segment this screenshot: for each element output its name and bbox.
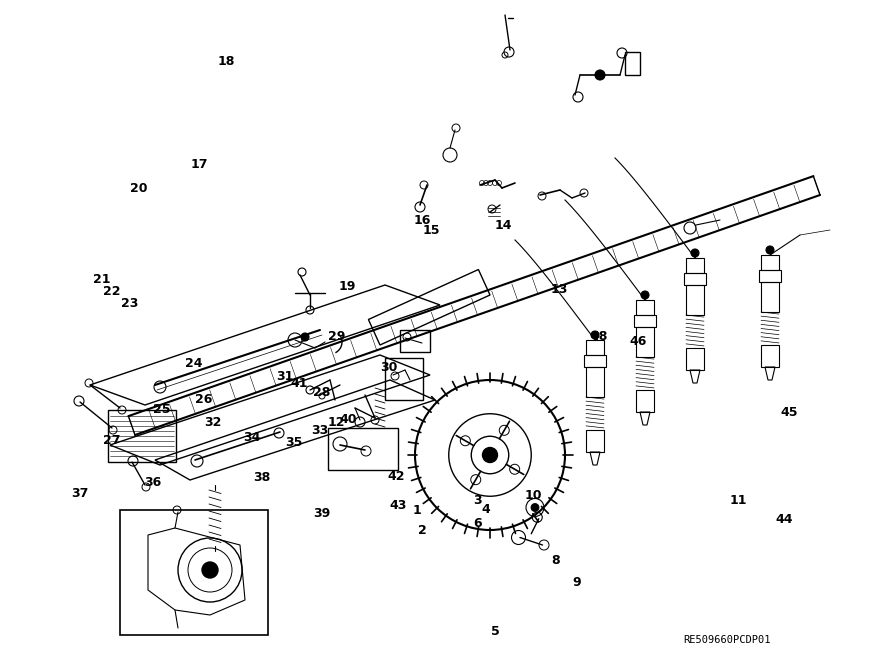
Circle shape <box>301 333 309 341</box>
Text: 42: 42 <box>387 469 405 483</box>
Text: 15: 15 <box>422 224 440 237</box>
Text: 13: 13 <box>550 283 568 296</box>
Bar <box>761 282 779 312</box>
Text: 26: 26 <box>194 393 212 406</box>
Text: 20: 20 <box>130 182 147 196</box>
Text: 23: 23 <box>121 297 138 310</box>
Bar <box>636 390 654 412</box>
Bar <box>586 367 604 397</box>
Circle shape <box>591 331 599 339</box>
Text: 24: 24 <box>185 357 202 370</box>
Bar <box>684 273 706 285</box>
Bar <box>586 430 604 452</box>
Text: 39: 39 <box>313 507 330 520</box>
Text: 25: 25 <box>153 403 171 416</box>
Bar <box>759 270 781 282</box>
Bar <box>636 327 654 357</box>
Bar <box>761 255 779 270</box>
Text: 18: 18 <box>217 55 235 68</box>
Text: 5: 5 <box>491 625 499 638</box>
Text: 27: 27 <box>103 434 121 448</box>
Circle shape <box>202 562 218 578</box>
Text: 16: 16 <box>413 213 431 227</box>
Text: 32: 32 <box>204 416 222 430</box>
Text: 11: 11 <box>730 494 747 507</box>
Text: 10: 10 <box>525 489 542 503</box>
Bar <box>636 300 654 315</box>
Text: 33: 33 <box>311 424 328 438</box>
Circle shape <box>531 503 539 511</box>
Circle shape <box>766 246 774 254</box>
Circle shape <box>691 249 699 257</box>
Bar <box>761 345 779 367</box>
Text: 31: 31 <box>276 370 293 383</box>
Bar <box>328 428 398 470</box>
Bar <box>108 410 176 462</box>
Text: 43: 43 <box>390 499 407 512</box>
Text: 48: 48 <box>590 330 608 343</box>
Text: 4: 4 <box>482 503 491 516</box>
Text: 6: 6 <box>473 517 482 530</box>
Text: 12: 12 <box>328 416 345 430</box>
Text: 46: 46 <box>629 335 646 348</box>
Bar <box>120 510 268 635</box>
Text: 40: 40 <box>340 412 357 426</box>
Text: 14: 14 <box>494 219 512 232</box>
Text: 17: 17 <box>191 158 208 171</box>
Text: 28: 28 <box>313 386 330 399</box>
Bar <box>584 355 606 367</box>
Bar <box>400 330 430 352</box>
Text: 34: 34 <box>244 431 261 444</box>
Text: 29: 29 <box>328 330 345 343</box>
Text: 22: 22 <box>103 285 121 298</box>
Text: 2: 2 <box>418 524 427 537</box>
Bar <box>385 358 423 400</box>
Text: 44: 44 <box>775 512 793 526</box>
Text: 41: 41 <box>291 377 308 390</box>
Text: 8: 8 <box>551 554 560 568</box>
Text: 19: 19 <box>338 280 356 293</box>
Text: 38: 38 <box>253 471 271 484</box>
Text: 3: 3 <box>473 494 482 507</box>
Bar <box>686 285 704 315</box>
Bar <box>686 348 704 370</box>
Circle shape <box>483 448 498 463</box>
Circle shape <box>641 291 649 299</box>
Text: 30: 30 <box>380 361 398 375</box>
Text: 45: 45 <box>781 406 798 419</box>
Text: 21: 21 <box>93 273 110 286</box>
Bar <box>586 340 604 355</box>
Text: RE509660PCDP01: RE509660PCDP01 <box>683 634 771 645</box>
Bar <box>634 315 656 327</box>
Bar <box>686 258 704 273</box>
Text: 35: 35 <box>285 436 302 450</box>
Text: 9: 9 <box>572 575 581 589</box>
Text: 36: 36 <box>144 475 161 489</box>
Text: 1: 1 <box>413 504 421 517</box>
Text: 37: 37 <box>71 487 88 501</box>
Circle shape <box>595 70 605 80</box>
